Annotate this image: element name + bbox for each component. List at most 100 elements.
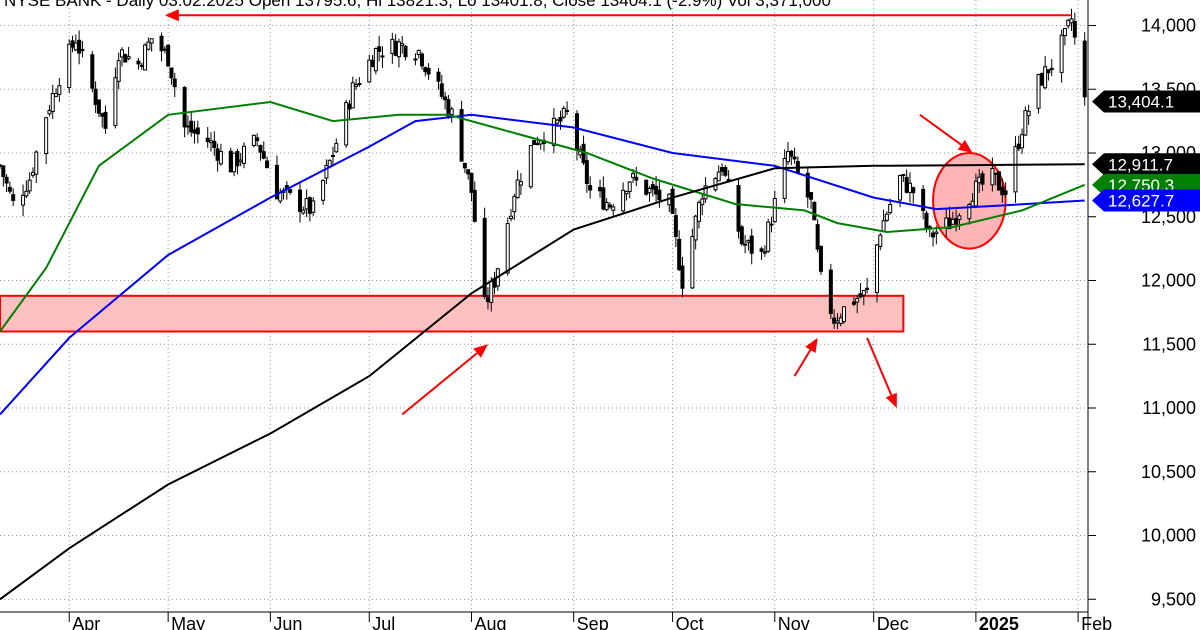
month-label: Nov xyxy=(778,614,810,630)
candle-body xyxy=(1049,67,1054,71)
candle-body xyxy=(644,179,649,195)
candle-body xyxy=(215,148,220,161)
candle-body xyxy=(736,185,741,232)
moving-average-line-2 xyxy=(0,100,1086,333)
annotation-arrows xyxy=(164,9,1072,416)
candle-body xyxy=(90,54,95,89)
candle-body xyxy=(324,164,329,179)
candle-body xyxy=(604,202,609,211)
candle-body xyxy=(535,143,540,146)
candle-body xyxy=(123,54,128,63)
candle-body xyxy=(189,120,194,133)
candle-body xyxy=(4,176,9,184)
candle-body xyxy=(255,137,260,142)
candle-body xyxy=(1082,40,1087,98)
month-label: Jul xyxy=(372,614,395,630)
candle-body xyxy=(298,189,303,212)
candle-body xyxy=(700,198,705,206)
candle-body xyxy=(861,290,866,296)
month-label: Jun xyxy=(273,614,302,630)
candle-body xyxy=(954,218,959,225)
candle-body xyxy=(1000,186,1005,196)
candle-body xyxy=(518,181,523,186)
candle-body xyxy=(195,127,200,135)
candle-body xyxy=(1036,74,1041,109)
candle-body xyxy=(228,150,233,173)
candle-body xyxy=(370,59,375,68)
candle-body xyxy=(657,189,662,201)
candle-body xyxy=(350,82,355,109)
candle-body xyxy=(27,179,32,192)
candle-body xyxy=(139,64,144,67)
month-label: Dec xyxy=(877,614,909,630)
candle-body xyxy=(192,129,197,134)
candle-body xyxy=(80,48,85,51)
candle-body xyxy=(251,134,256,147)
annotation-arrow-shaft xyxy=(866,337,893,396)
candle-body xyxy=(772,197,777,223)
candle-body xyxy=(311,200,316,213)
annotation-arrow-head xyxy=(885,392,897,408)
candle-body xyxy=(967,204,972,220)
y-tick-label: 12,500 xyxy=(1141,207,1196,227)
candle-body xyxy=(301,209,306,214)
candle-body xyxy=(347,103,352,110)
candle-body xyxy=(396,41,401,58)
candle-body xyxy=(904,176,909,193)
candle-body xyxy=(921,188,926,211)
candle-body xyxy=(166,44,171,67)
candle-body xyxy=(119,49,124,58)
candle-body xyxy=(650,184,655,190)
candle-body xyxy=(607,204,612,208)
candle-body xyxy=(439,83,444,97)
candle-body xyxy=(1020,134,1025,149)
candle-body xyxy=(1069,18,1074,24)
price-tag-1 xyxy=(1092,90,1200,113)
candle-body xyxy=(1043,66,1048,89)
candle-body xyxy=(44,117,49,155)
candle-body xyxy=(162,48,167,51)
candle-body xyxy=(1066,19,1071,27)
candle-body xyxy=(588,185,593,191)
month-label: Feb xyxy=(1081,614,1112,630)
candle-body xyxy=(696,202,701,222)
candle-body xyxy=(159,35,164,52)
candle-body xyxy=(459,109,464,162)
candle-body xyxy=(584,160,589,184)
x-axis-month-labels: Apr May Jun Jul Aug Sep Oct Nov Dec 2025 Feb xyxy=(72,614,1112,630)
candle-body xyxy=(851,301,856,305)
candle-body xyxy=(766,221,771,252)
candle-body xyxy=(769,223,774,226)
candle-body xyxy=(558,117,563,122)
candle-body xyxy=(462,162,467,169)
candle-body xyxy=(805,172,810,198)
candle-body xyxy=(1046,69,1051,74)
candle-body xyxy=(565,109,570,112)
month-label: Apr xyxy=(72,614,100,630)
candle-body xyxy=(1059,34,1064,73)
candle-body xyxy=(842,306,847,322)
axes xyxy=(0,0,1096,630)
y-tick-label: 12,000 xyxy=(1141,271,1196,291)
candle-body xyxy=(21,194,26,206)
candle-body xyxy=(274,164,279,200)
annotation-arrow-shaft xyxy=(919,113,962,146)
candle-body xyxy=(990,167,995,186)
candle-body xyxy=(950,218,955,225)
candle-body xyxy=(1023,110,1028,136)
candle-body xyxy=(980,173,985,185)
candle-body xyxy=(690,235,695,289)
candle-body xyxy=(515,179,520,199)
candle-body xyxy=(888,203,893,214)
candle-body xyxy=(1013,146,1018,193)
candle-body xyxy=(782,157,787,199)
annotation-arrow-shaft xyxy=(401,352,478,416)
candle-body xyxy=(261,151,266,159)
candle-body xyxy=(907,182,912,193)
candle-body xyxy=(693,215,698,241)
candle-body xyxy=(815,224,820,250)
candle-body xyxy=(423,67,428,73)
candle-body xyxy=(24,190,29,197)
candle-body xyxy=(238,159,243,163)
candle-body xyxy=(373,48,378,72)
